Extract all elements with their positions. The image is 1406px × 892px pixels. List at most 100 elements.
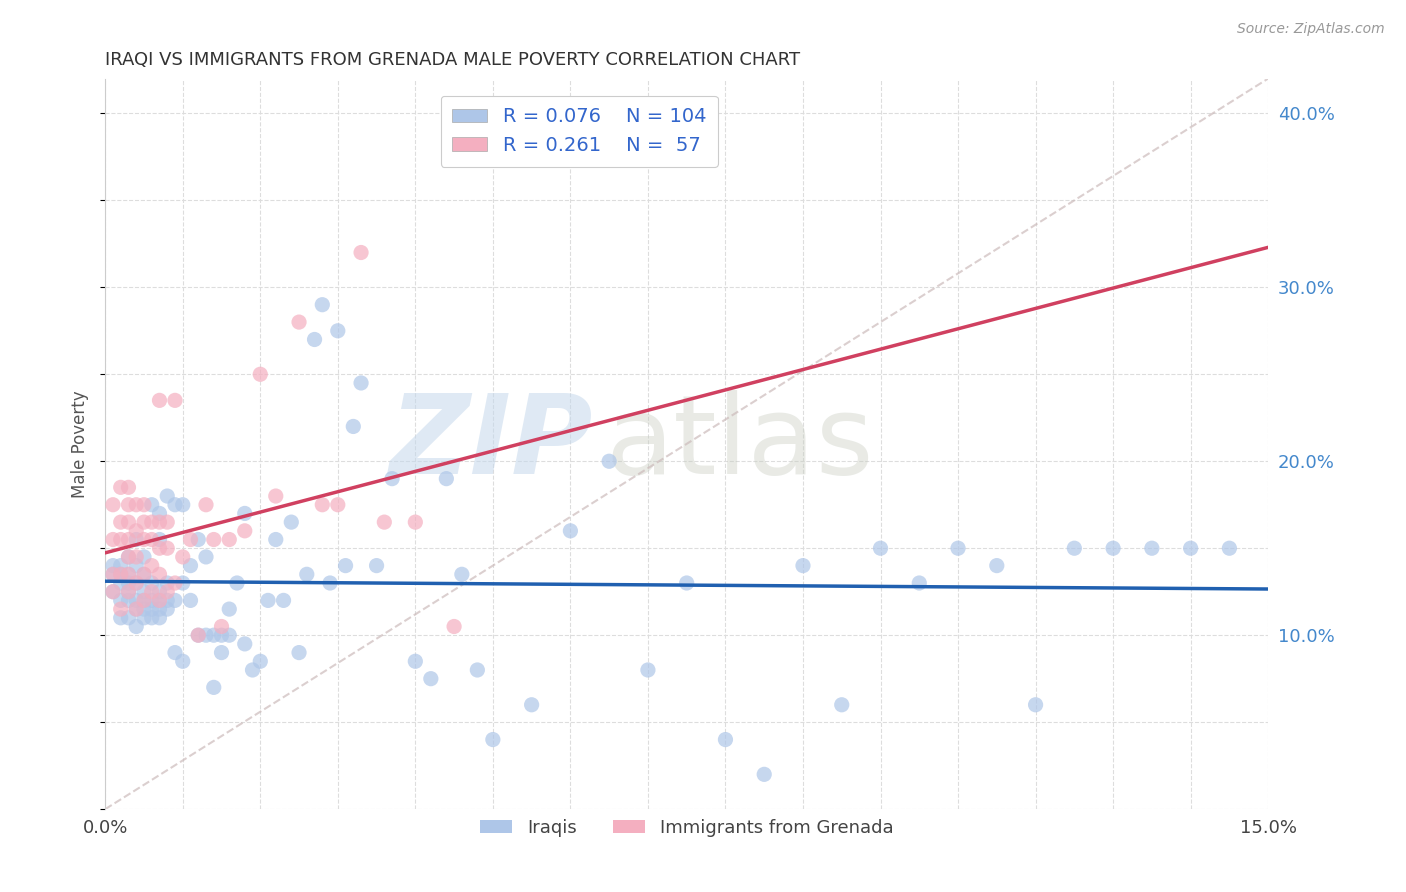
Text: atlas: atlas (605, 391, 873, 498)
Point (132, 593, 155, 607)
Point (273, 593, 295, 607)
Point (482, 732, 505, 747)
Point (350, 376, 373, 390)
Point (831, 698, 853, 712)
Point (132, 567, 155, 582)
Point (117, 549, 139, 564)
Point (233, 507, 256, 521)
Point (117, 593, 139, 607)
Point (986, 558, 1008, 573)
Point (148, 611, 170, 625)
Point (1180, 541, 1202, 556)
Point (141, 602, 163, 616)
Point (172, 549, 194, 564)
Point (125, 576, 148, 591)
Point (187, 628, 209, 642)
Point (179, 593, 201, 607)
Point (110, 567, 132, 582)
Point (148, 602, 170, 616)
Point (211, 619, 233, 633)
Point (101, 584, 124, 599)
Point (311, 498, 333, 512)
Point (218, 628, 240, 642)
Point (450, 567, 472, 582)
Point (195, 498, 218, 512)
Point (141, 498, 163, 512)
Point (110, 533, 132, 547)
Point (148, 533, 170, 547)
Point (117, 480, 139, 494)
Point (311, 298, 333, 312)
Point (125, 533, 148, 547)
Point (342, 419, 364, 434)
Point (163, 393, 186, 408)
Point (148, 515, 170, 529)
Point (117, 549, 139, 564)
Point (132, 533, 155, 547)
Point (117, 567, 139, 582)
Point (125, 524, 148, 538)
Point (141, 611, 163, 625)
Point (179, 558, 201, 573)
Point (125, 602, 148, 616)
Point (148, 393, 170, 408)
Point (404, 654, 426, 668)
Point (373, 515, 395, 529)
Point (163, 593, 186, 607)
Point (156, 593, 179, 607)
Point (560, 524, 582, 538)
Point (1218, 541, 1240, 556)
Point (202, 533, 225, 547)
Point (434, 472, 457, 486)
Point (1025, 698, 1047, 712)
Point (117, 567, 139, 582)
Point (179, 533, 201, 547)
Point (195, 549, 218, 564)
Point (156, 515, 179, 529)
Point (172, 498, 194, 512)
Point (288, 315, 311, 329)
Point (1063, 541, 1085, 556)
Point (304, 333, 326, 347)
Point (1140, 541, 1163, 556)
Point (156, 489, 179, 503)
Text: Source: ZipAtlas.com: Source: ZipAtlas.com (1237, 22, 1385, 37)
Point (110, 480, 132, 494)
Point (257, 593, 280, 607)
Point (110, 576, 132, 591)
Point (467, 663, 489, 677)
Point (132, 549, 155, 564)
Point (381, 472, 404, 486)
Point (117, 584, 139, 599)
Point (141, 576, 163, 591)
Point (946, 541, 969, 556)
Point (125, 576, 148, 591)
Point (211, 628, 233, 642)
Point (908, 576, 931, 591)
Point (148, 593, 170, 607)
Point (132, 584, 155, 599)
Point (280, 515, 302, 529)
Point (132, 611, 155, 625)
Point (110, 611, 132, 625)
Point (132, 593, 155, 607)
Point (117, 584, 139, 599)
Point (141, 593, 163, 607)
Point (295, 567, 318, 582)
Point (101, 567, 124, 582)
Point (754, 767, 776, 781)
Point (110, 558, 132, 573)
Point (163, 498, 186, 512)
Point (242, 663, 264, 677)
Point (637, 663, 659, 677)
Point (172, 576, 194, 591)
Point (156, 602, 179, 616)
Point (675, 576, 697, 591)
Point (101, 558, 124, 573)
Point (366, 558, 388, 573)
Point (792, 558, 814, 573)
Point (163, 646, 186, 660)
Point (156, 584, 179, 599)
Point (226, 576, 249, 591)
Point (335, 558, 357, 573)
